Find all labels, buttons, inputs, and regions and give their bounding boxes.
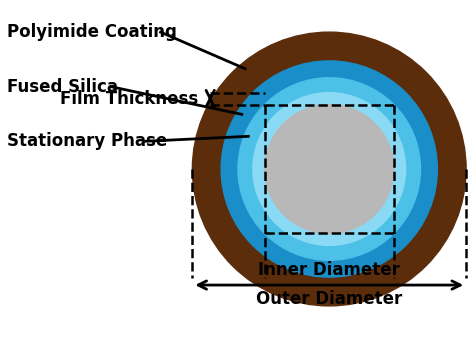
Text: Stationary Phase: Stationary Phase xyxy=(7,132,167,150)
Circle shape xyxy=(265,105,394,234)
Circle shape xyxy=(238,78,420,260)
Circle shape xyxy=(221,61,438,277)
Text: Polyimide Coating: Polyimide Coating xyxy=(7,23,177,41)
Text: Film Thickness: Film Thickness xyxy=(60,90,198,108)
Text: Inner Diameter: Inner Diameter xyxy=(258,261,400,279)
Circle shape xyxy=(253,93,406,246)
Text: Fused Silica: Fused Silica xyxy=(7,78,118,96)
Circle shape xyxy=(192,32,466,306)
Text: Outer Diameter: Outer Diameter xyxy=(256,290,402,308)
